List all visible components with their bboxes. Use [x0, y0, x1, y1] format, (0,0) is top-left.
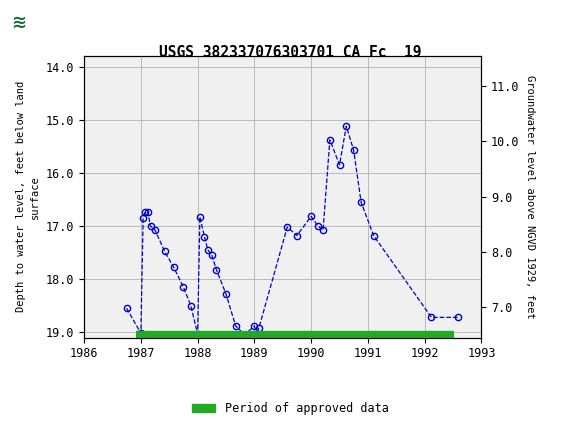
- Text: USGS: USGS: [38, 14, 89, 31]
- Text: USGS 382337076303701 CA Fc  19: USGS 382337076303701 CA Fc 19: [159, 45, 421, 60]
- Y-axis label: Groundwater level above NGVD 1929, feet: Groundwater level above NGVD 1929, feet: [525, 75, 535, 319]
- FancyBboxPatch shape: [6, 3, 87, 42]
- Text: ≋: ≋: [12, 14, 27, 31]
- Legend: Period of approved data: Period of approved data: [187, 397, 393, 420]
- Y-axis label: Depth to water level, feet below land
surface: Depth to water level, feet below land su…: [16, 81, 41, 312]
